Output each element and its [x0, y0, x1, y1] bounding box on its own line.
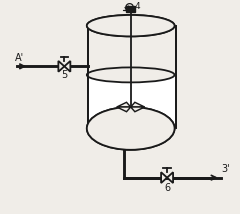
Polygon shape	[117, 107, 131, 112]
Polygon shape	[117, 102, 131, 107]
Polygon shape	[167, 172, 173, 183]
Text: A': A'	[15, 53, 24, 63]
Polygon shape	[131, 102, 145, 107]
Ellipse shape	[87, 15, 174, 36]
Ellipse shape	[87, 107, 174, 150]
Polygon shape	[64, 61, 70, 72]
Ellipse shape	[87, 15, 174, 36]
Ellipse shape	[87, 67, 174, 82]
Bar	[126, 6, 135, 12]
Polygon shape	[131, 107, 145, 112]
Text: 3': 3'	[222, 164, 230, 174]
Polygon shape	[58, 61, 64, 72]
Bar	[88, 75, 176, 128]
Ellipse shape	[87, 107, 174, 150]
Text: 5: 5	[61, 70, 67, 80]
Polygon shape	[161, 172, 167, 183]
Bar	[88, 128, 176, 136]
Text: 6: 6	[164, 183, 170, 193]
Text: 4: 4	[135, 2, 141, 11]
